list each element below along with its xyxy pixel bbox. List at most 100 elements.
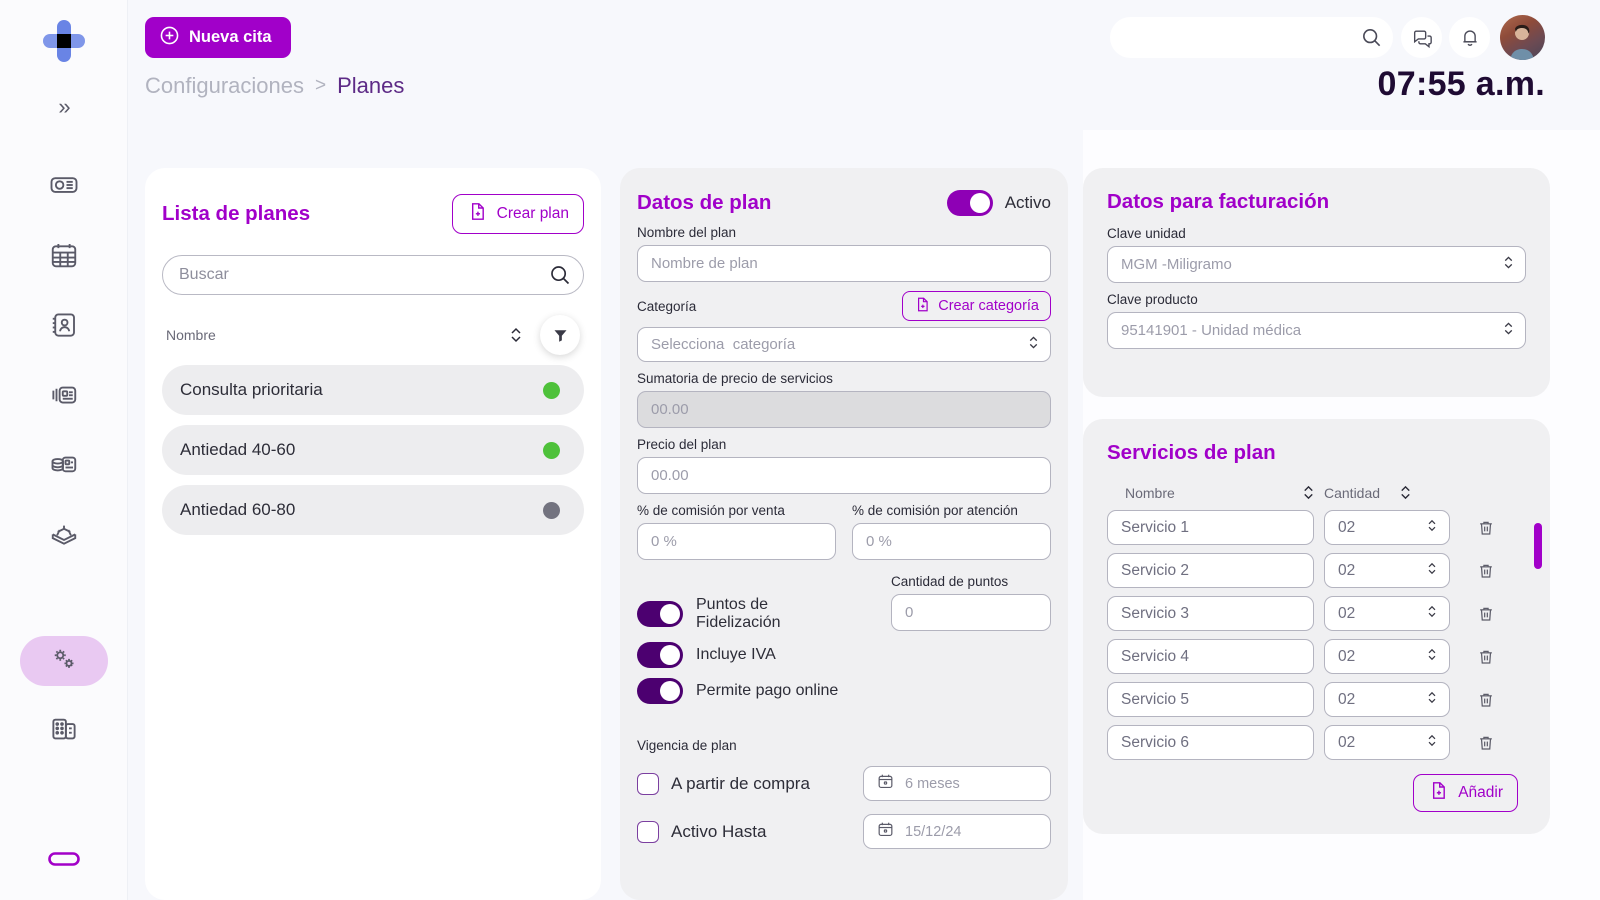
- delete-service-icon[interactable]: [1476, 690, 1496, 710]
- new-appointment-button[interactable]: Nueva cita: [145, 17, 291, 58]
- select-caret-icon: [1426, 560, 1438, 581]
- commission-sale-input[interactable]: [637, 523, 836, 560]
- service-qty-value: 02: [1338, 604, 1356, 622]
- search-icon[interactable]: [543, 263, 577, 287]
- unit-key-select[interactable]: [1107, 246, 1526, 283]
- right-column: Datos para facturación Clave unidad Clav…: [1083, 130, 1600, 900]
- plan-data-header: Datos de plan Activo: [637, 190, 1051, 216]
- sort-updown-icon[interactable]: [508, 325, 524, 345]
- notification-bell-icon[interactable]: [1449, 17, 1490, 58]
- from-purchase-label: A partir de compra: [671, 773, 810, 793]
- plan-row-0[interactable]: Consulta prioritaria: [162, 365, 584, 415]
- loyalty-points-toggle[interactable]: [637, 601, 683, 627]
- plan-name-input[interactable]: [637, 245, 1051, 282]
- plan-name: Antiedad 60-80: [180, 500, 296, 519]
- search-icon[interactable]: [1349, 17, 1393, 58]
- service-qty-stepper[interactable]: 02: [1324, 510, 1450, 545]
- sidebar-item-expedientes[interactable]: [20, 372, 108, 422]
- double-chevron-right-icon[interactable]: »: [58, 94, 70, 119]
- dashboard-card-icon: [49, 170, 79, 205]
- delete-service-icon[interactable]: [1476, 647, 1496, 667]
- breadcrumb-separator: >: [314, 75, 327, 96]
- product-key-label: Clave producto: [1107, 292, 1198, 307]
- service-qty-stepper[interactable]: 02: [1324, 639, 1450, 674]
- validity-row-active-until: Activo Hasta 15/12/24: [637, 814, 1051, 849]
- funnel-filter-icon[interactable]: [540, 315, 580, 355]
- plans-search-box[interactable]: [162, 255, 584, 295]
- delete-service-icon[interactable]: [1476, 604, 1496, 624]
- service-name-input[interactable]: Servicio 2: [1107, 553, 1314, 588]
- sidebar-item-dashboard[interactable]: [20, 162, 108, 212]
- avatar[interactable]: [1500, 15, 1545, 60]
- service-name-input[interactable]: Servicio 4: [1107, 639, 1314, 674]
- service-name-input[interactable]: Servicio 1: [1107, 510, 1314, 545]
- sidebar-item-agenda[interactable]: [20, 232, 108, 282]
- sidebar-item-facturacion[interactable]: [20, 442, 108, 492]
- service-qty-value: 02: [1338, 518, 1356, 536]
- billing-card: Datos para facturación Clave unidad Clav…: [1083, 168, 1550, 397]
- coins-billing-icon: [49, 450, 79, 485]
- service-row-2: Servicio 3 02: [1107, 596, 1526, 631]
- search-input[interactable]: [1110, 29, 1349, 46]
- create-category-button[interactable]: Crear categoría: [902, 291, 1051, 321]
- service-row-1: Servicio 2 02: [1107, 553, 1526, 588]
- plan-row-2[interactable]: Antiedad 60-80: [162, 485, 584, 535]
- product-key-select[interactable]: [1107, 312, 1526, 349]
- sidebar-item-inventario[interactable]: [20, 512, 108, 562]
- delete-service-icon[interactable]: [1476, 561, 1496, 581]
- create-plan-button[interactable]: Crear plan: [451, 194, 584, 234]
- plan-row-1[interactable]: Antiedad 40-60: [162, 425, 584, 475]
- delete-service-icon[interactable]: [1476, 733, 1496, 753]
- plan-data-title: Datos de plan: [637, 191, 772, 214]
- from-purchase-value: 6 meses: [905, 775, 960, 792]
- services-rows: Servicio 1 02 Servicio 2 02 Servicio 3 02 Serv…: [1107, 510, 1526, 760]
- plans-card-header: Lista de planes Crear plan: [162, 194, 584, 234]
- commission-care-input[interactable]: [852, 523, 1051, 560]
- sum-services-label: Sumatoria de precio de servicios: [637, 371, 833, 386]
- sort-updown-icon[interactable]: [1398, 483, 1413, 502]
- category-select[interactable]: [637, 327, 1051, 362]
- service-name-input[interactable]: Servicio 6: [1107, 725, 1314, 760]
- infinity-logo-icon[interactable]: [42, 845, 86, 878]
- online-payment-toggle[interactable]: [637, 678, 683, 704]
- open-box-icon: [49, 520, 79, 555]
- from-purchase-input[interactable]: 6 meses: [863, 766, 1051, 801]
- global-search[interactable]: [1110, 17, 1393, 58]
- sort-updown-icon[interactable]: [1301, 483, 1316, 502]
- service-name-input[interactable]: Servicio 3: [1107, 596, 1314, 631]
- sidebar-item-configuraciones[interactable]: [19, 636, 108, 686]
- service-name-input[interactable]: Servicio 5: [1107, 682, 1314, 717]
- validity-row-from-purchase: A partir de compra 6 meses: [637, 766, 1051, 801]
- active-toggle[interactable]: [946, 190, 993, 216]
- delete-service-icon[interactable]: [1476, 518, 1496, 538]
- includes-vat-label: Incluye IVA: [696, 646, 776, 663]
- sidebar-item-pacientes[interactable]: [20, 302, 108, 352]
- plan-price-input[interactable]: [637, 457, 1051, 494]
- breadcrumb: Configuraciones > Planes: [145, 73, 404, 99]
- from-purchase-checkbox[interactable]: [637, 772, 659, 795]
- service-qty-stepper[interactable]: 02: [1324, 725, 1450, 760]
- services-scrollbar-thumb[interactable]: [1534, 523, 1542, 569]
- add-service-button[interactable]: Añadir: [1413, 774, 1518, 812]
- service-qty-stepper[interactable]: 02: [1324, 596, 1450, 631]
- includes-vat-toggle[interactable]: [637, 642, 683, 668]
- points-qty-input[interactable]: [891, 594, 1051, 631]
- chat-bubbles-icon[interactable]: [1401, 17, 1442, 58]
- medical-cross-logo[interactable]: [37, 14, 91, 68]
- sidebar-item-sucursales[interactable]: [20, 706, 108, 756]
- active-until-value: 15/12/24: [905, 823, 962, 840]
- billing-card-title: Datos para facturación: [1107, 190, 1330, 213]
- select-caret-icon: [1426, 603, 1438, 624]
- service-qty-stepper[interactable]: 02: [1324, 682, 1450, 717]
- plans-card-title: Lista de planes: [162, 202, 311, 225]
- active-until-input[interactable]: 15/12/24: [863, 814, 1051, 849]
- service-qty-value: 02: [1338, 561, 1356, 579]
- service-qty-stepper[interactable]: 02: [1324, 553, 1450, 588]
- active-until-checkbox[interactable]: [637, 820, 659, 843]
- breadcrumb-configuraciones[interactable]: Configuraciones: [145, 73, 304, 98]
- service-qty-value: 02: [1338, 690, 1356, 708]
- create-category-label: Crear categoría: [938, 298, 1039, 314]
- plans-search-input[interactable]: [179, 266, 543, 284]
- file-plus-icon: [1428, 780, 1449, 806]
- select-caret-icon: [1426, 689, 1438, 710]
